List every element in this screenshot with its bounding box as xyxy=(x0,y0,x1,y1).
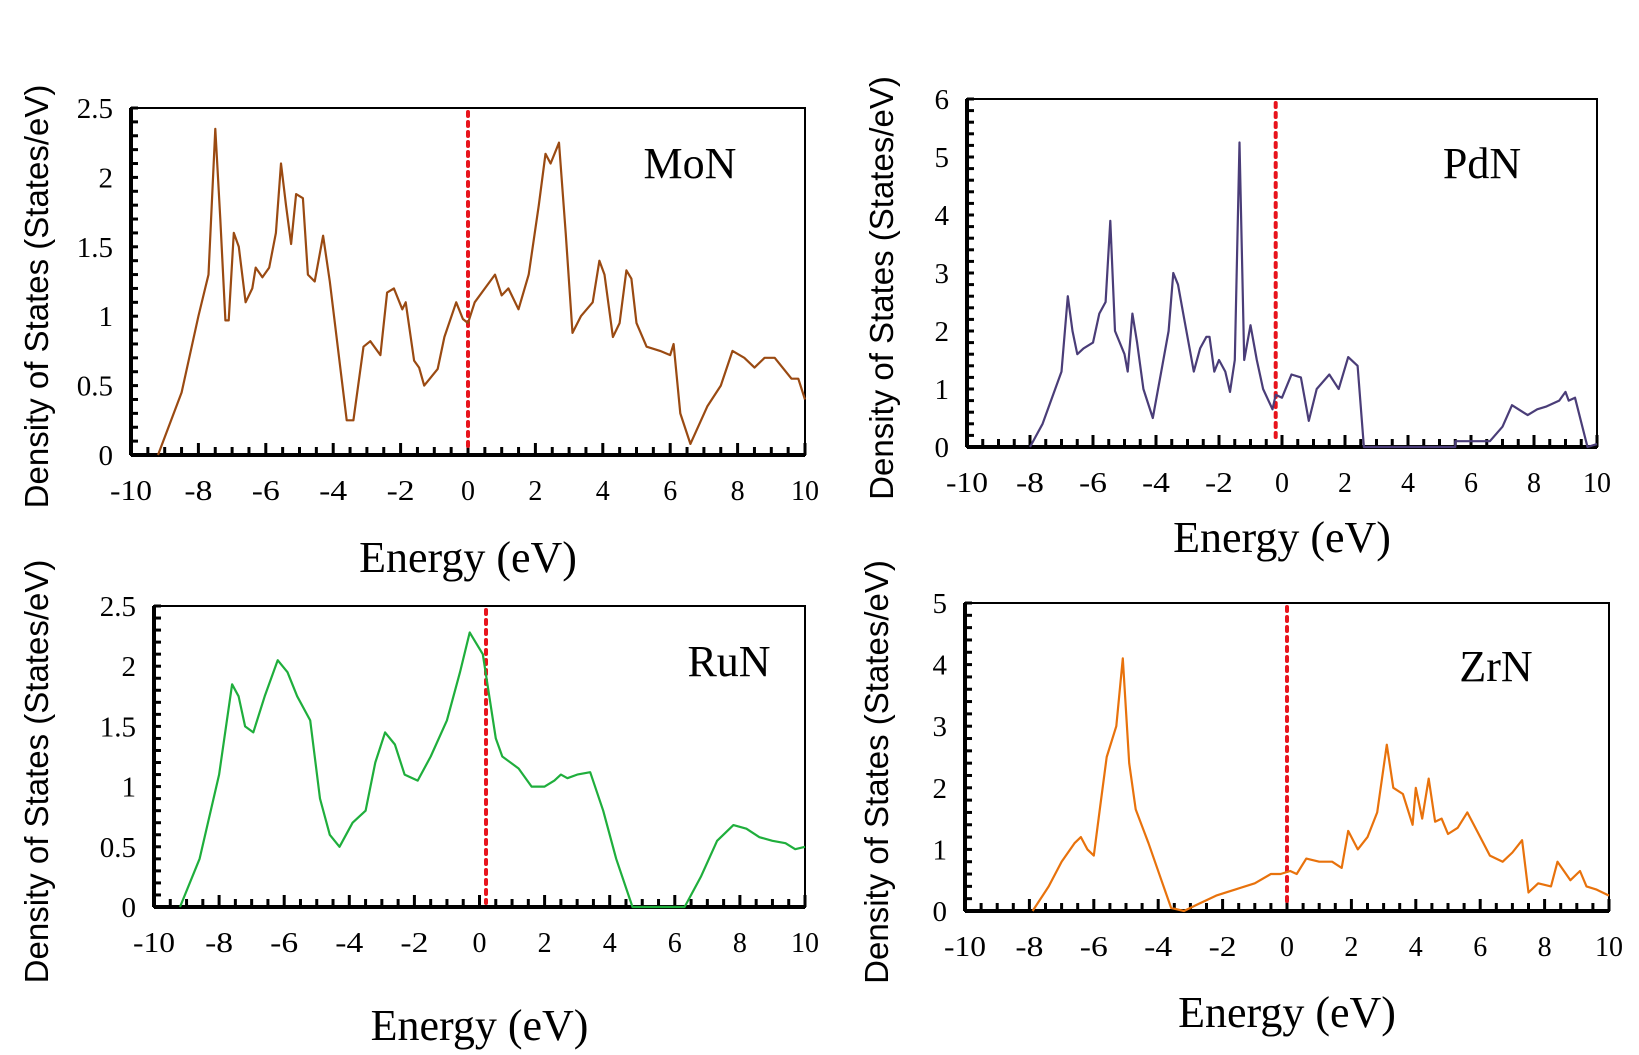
x-tick-label: -6 xyxy=(252,475,280,507)
x-axis-label: Energy (eV) xyxy=(359,533,577,582)
y-tick-label: 4 xyxy=(933,650,948,682)
x-tick-label: -6 xyxy=(270,927,298,959)
x-tick-label: 8 xyxy=(731,475,745,507)
dos-curve-pdn xyxy=(1029,141,1598,449)
x-tick-label: 4 xyxy=(1401,467,1415,499)
x-tick-label: -10 xyxy=(944,931,986,963)
y-tick-label: 2 xyxy=(122,651,137,683)
x-tick-label: -10 xyxy=(133,927,175,959)
x-tick-label: -2 xyxy=(387,475,415,507)
x-tick-label: 10 xyxy=(791,927,819,959)
y-axis-label: Density of States (States/eV) xyxy=(18,85,55,509)
x-tick-label: 10 xyxy=(1595,931,1623,963)
y-tick-label: 0 xyxy=(933,896,948,928)
x-tick-label: 10 xyxy=(791,475,819,507)
x-tick-label: -2 xyxy=(400,927,428,959)
y-tick-label: 5 xyxy=(933,588,948,620)
x-tick-label: 6 xyxy=(668,927,682,959)
panel-title: RuN xyxy=(687,637,770,686)
x-tick-label: -2 xyxy=(1209,931,1237,963)
x-tick-label: 8 xyxy=(733,927,747,959)
x-tick-label: 0 xyxy=(1280,931,1294,963)
x-tick-label: -8 xyxy=(1015,931,1043,963)
y-tick-label: 0 xyxy=(122,892,137,924)
x-tick-label: 8 xyxy=(1527,467,1541,499)
y-tick-label: 2.5 xyxy=(77,93,113,125)
y-tick-label: 2 xyxy=(935,316,950,348)
x-tick-label: 2 xyxy=(538,927,552,959)
y-tick-label: 2 xyxy=(99,162,114,194)
x-tick-label: 4 xyxy=(1409,931,1423,963)
x-tick-label: -8 xyxy=(184,475,212,507)
dos-curve-zrn xyxy=(1031,657,1610,913)
panel-title: MoN xyxy=(644,139,737,188)
x-tick-label: -4 xyxy=(319,475,348,507)
x-tick-label: 0 xyxy=(461,475,475,507)
x-tick-label: 0 xyxy=(1275,467,1289,499)
y-tick-label: 1 xyxy=(122,772,137,804)
y-tick-label: 0.5 xyxy=(77,371,113,403)
y-tick-label: 1.5 xyxy=(77,232,113,264)
y-tick-label: 1.5 xyxy=(100,711,136,743)
y-tick-label: 1 xyxy=(935,374,950,406)
x-tick-label: 4 xyxy=(603,927,617,959)
y-tick-label: 2.5 xyxy=(100,591,136,623)
x-axis-label: Energy (eV) xyxy=(371,1001,589,1050)
x-tick-label: 10 xyxy=(1583,467,1611,499)
y-tick-label: 1 xyxy=(99,301,114,333)
y-tick-label: 4 xyxy=(935,200,950,232)
y-tick-label: 2 xyxy=(933,773,948,805)
dos-curve-run xyxy=(178,631,806,909)
x-tick-label: 6 xyxy=(1464,467,1478,499)
x-tick-label: -8 xyxy=(1016,467,1044,499)
x-tick-label: -4 xyxy=(335,927,364,959)
y-tick-label: 0 xyxy=(99,440,114,472)
panel-title: ZrN xyxy=(1459,642,1532,691)
x-tick-label: -6 xyxy=(1080,931,1108,963)
x-tick-label: 4 xyxy=(596,475,610,507)
x-tick-label: -10 xyxy=(946,467,988,499)
y-tick-label: 5 xyxy=(935,142,950,174)
dos-curve-mon xyxy=(156,127,807,456)
x-tick-label: 6 xyxy=(663,475,677,507)
y-tick-label: 1 xyxy=(933,834,948,866)
x-tick-label: 0 xyxy=(473,927,487,959)
x-tick-label: -4 xyxy=(1142,467,1171,499)
y-tick-label: 3 xyxy=(933,711,948,743)
x-axis-label: Energy (eV) xyxy=(1173,513,1391,562)
x-tick-label: 2 xyxy=(1338,467,1352,499)
x-tick-label: -10 xyxy=(110,475,152,507)
y-axis-label: Density of States (States/eV) xyxy=(858,560,895,984)
panel-title: PdN xyxy=(1443,139,1521,188)
x-axis-label: Energy (eV) xyxy=(1178,988,1396,1037)
panel-pdn: -10 -8 -6 -4 -2 0 2 4 6 8 10 0 1 2 3 4 5 6 PdN Energy (eV) D… xyxy=(863,76,1611,562)
x-tick-label: 2 xyxy=(1344,931,1358,963)
panel-mon: -10 -8 -6 -4 -2 0 2 4 6 8 10 0 0.5 1 1.5 2 2.5 MoN Energy … xyxy=(18,85,819,582)
y-tick-label: 3 xyxy=(935,258,950,290)
x-tick-label: 8 xyxy=(1538,931,1552,963)
y-axis-label: Density of States (States/eV) xyxy=(863,76,900,500)
x-tick-label: -8 xyxy=(205,927,233,959)
y-tick-label: 0.5 xyxy=(100,832,136,864)
x-tick-label: -6 xyxy=(1079,467,1107,499)
x-tick-label: 2 xyxy=(528,475,542,507)
x-tick-label: -4 xyxy=(1144,931,1173,963)
panel-run: -10 -8 -6 -4 -2 0 2 4 6 8 10 0 0.5 1 1.5 2 2.5 RuN Energy … xyxy=(18,560,819,1050)
x-tick-label: -2 xyxy=(1205,467,1233,499)
y-axis-label: Density of States (States/eV) xyxy=(18,560,55,984)
x-tick-label: 6 xyxy=(1473,931,1487,963)
y-tick-label: 0 xyxy=(935,432,950,464)
panel-zrn: -10 -8 -6 -4 -2 0 2 4 6 8 10 0 1 2 3 4 5 ZrN Energy (eV) De… xyxy=(858,560,1623,1037)
y-tick-label: 6 xyxy=(935,84,950,116)
